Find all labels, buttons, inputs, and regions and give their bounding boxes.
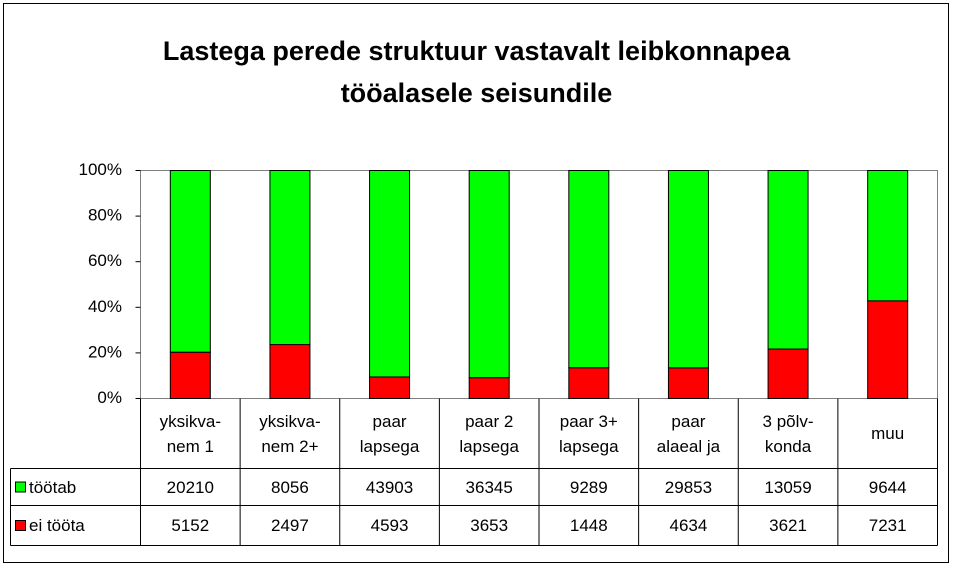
bar-segment (369, 170, 411, 378)
table-value: 5152 (171, 516, 210, 535)
table-value: 7231 (868, 516, 907, 535)
y-tick-label: 20% (88, 342, 122, 361)
table-value: 29853 (664, 477, 713, 497)
bar-segment (269, 344, 311, 399)
category-label: paar 2 lapsega (459, 411, 519, 456)
bar-segment (169, 351, 211, 400)
chart-title: Lastega perede struktuur vastavalt leibk… (162, 36, 791, 108)
y-tick-label: 60% (88, 251, 122, 270)
category-label: yksikva- nem 2+ (259, 411, 321, 456)
bar-segment (169, 170, 211, 353)
table-value: 8056 (271, 477, 309, 497)
y-tick-label: 40% (88, 297, 122, 316)
category-label: 3 põlv- konda (762, 411, 814, 456)
bar-segment (867, 170, 909, 302)
table-value: 2497 (271, 516, 309, 535)
table-value: 1448 (569, 516, 608, 535)
bar-segment (568, 367, 610, 399)
legend-key (15, 520, 26, 531)
legend-key (15, 481, 26, 493)
table-value: 3621 (769, 516, 807, 535)
bar-segment (767, 170, 809, 350)
table-value: 43903 (365, 477, 414, 497)
table-value: 9644 (868, 477, 907, 497)
category-label: paar lapsega (359, 411, 420, 456)
y-tick-label: 0% (97, 388, 122, 407)
table-value: 20210 (166, 477, 214, 497)
bar-segment (468, 377, 510, 399)
y-tick-label: 100% (79, 160, 122, 179)
legend-label: töötab (29, 477, 77, 497)
plot-area (140, 170, 938, 399)
bar-segment (767, 348, 809, 399)
bar-segment (369, 376, 411, 399)
category-label: paar alaeal ja (656, 411, 721, 456)
bar-segment (667, 367, 709, 400)
bar-segment (468, 170, 510, 379)
table-value: 4593 (370, 516, 409, 535)
legend-label: ei tööta (29, 516, 85, 535)
category-label: paar 3+ lapsega (559, 411, 619, 456)
category-label: muu (871, 424, 905, 443)
table-value: 3653 (470, 516, 509, 535)
category-label: yksikva- nem 1 (159, 411, 222, 456)
table-value: 4634 (669, 516, 708, 535)
bar-segment (867, 300, 909, 399)
bar-segment (568, 170, 610, 369)
table-value: 9289 (569, 477, 608, 497)
bar-segment (667, 170, 709, 369)
y-tick-label: 80% (88, 206, 122, 225)
bar-segment (269, 170, 311, 346)
table-value: 13059 (764, 477, 812, 497)
table-value: 36345 (465, 477, 513, 497)
